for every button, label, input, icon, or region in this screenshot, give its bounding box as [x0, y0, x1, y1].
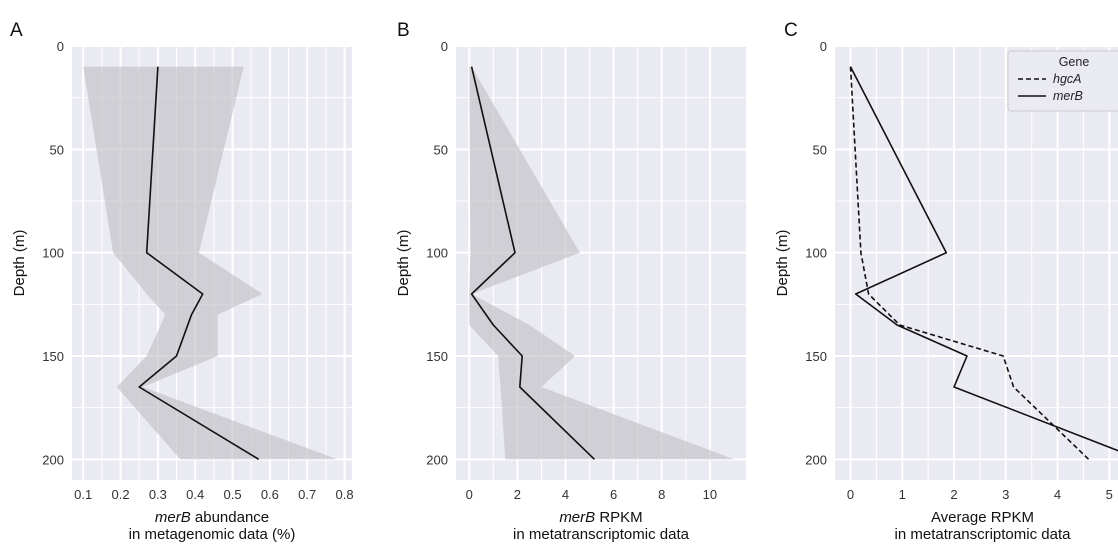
- y-tick-label: 0: [820, 39, 827, 54]
- x-tick-label: 0.8: [335, 487, 353, 502]
- y-tick-label: 150: [426, 349, 448, 364]
- gridlines: [456, 46, 746, 480]
- x-tick-label: 0.4: [186, 487, 204, 502]
- x-tick-label: 0.2: [111, 487, 129, 502]
- y-tick-label: 100: [426, 246, 448, 261]
- panel-a: 0.1 0.2 0.3 0.4 0.5 0.6 0.7 0.8 0 50 100 150 200 Dept…: [10, 20, 354, 543]
- series-line-merB: [470, 66, 595, 460]
- panel-label: B: [397, 20, 410, 41]
- x-axis-label: merB RPKM: [559, 509, 642, 526]
- y-tick-label: 200: [426, 452, 448, 467]
- legend-label-hgcA: hgcA: [1053, 72, 1082, 86]
- y-axis-label: Depth (m): [774, 230, 791, 297]
- x-tick-label: 0: [466, 487, 473, 502]
- x-tick-label: 0: [847, 487, 854, 502]
- panel-label: C: [784, 20, 798, 41]
- y-tick-label: 150: [805, 349, 827, 364]
- y-tick-label: 50: [434, 142, 448, 157]
- x-axis-label-gene: merB: [155, 509, 191, 526]
- x-tick-label: 0.3: [149, 487, 167, 502]
- x-tick-label: 6: [610, 487, 617, 502]
- ci-band-merB: [83, 66, 338, 460]
- panel-label: A: [10, 20, 23, 41]
- data-layer: [849, 66, 1118, 460]
- data-layer: [469, 66, 734, 460]
- y-tick-label: 50: [813, 142, 827, 157]
- x-axis-label-gene: merB: [559, 509, 595, 526]
- x-tick-label: 2: [950, 487, 957, 502]
- y-axis-label: Depth (m): [11, 230, 28, 297]
- series-line-hgcA: [849, 66, 1090, 460]
- legend-title: Gene: [1059, 55, 1090, 69]
- y-tick-label: 50: [50, 142, 64, 157]
- x-tick-label: 3: [1002, 487, 1009, 502]
- x-tick-label: 2: [514, 487, 521, 502]
- y-tick-label: 100: [42, 246, 64, 261]
- x-tick-label: 1: [899, 487, 906, 502]
- x-tick-label: 4: [562, 487, 569, 502]
- y-tick-label: 0: [57, 39, 64, 54]
- series-line-merB: [138, 66, 260, 460]
- x-tick-label: 4: [1054, 487, 1061, 502]
- data-layer: [83, 66, 338, 460]
- y-axis-label: Depth (m): [395, 230, 412, 297]
- x-tick-label: 0.6: [261, 487, 279, 502]
- x-axis-label-text: abundance: [191, 509, 269, 526]
- series-line-merB: [849, 66, 1118, 452]
- x-axis-label: merB abundance: [155, 509, 269, 526]
- x-axis-label-line2: in metatranscriptomic data: [513, 526, 690, 543]
- x-tick-label: 0.5: [223, 487, 241, 502]
- x-tick-label: 5: [1106, 487, 1113, 502]
- x-axis-label-text: RPKM: [595, 509, 643, 526]
- legend: Gene hgcA merB: [1007, 50, 1118, 112]
- x-axis-label-line2: in metagenomic data (%): [129, 526, 296, 543]
- legend-label-merB: merB: [1053, 89, 1083, 103]
- x-axis-label-line2: in metatranscriptomic data: [895, 526, 1072, 543]
- ci-band-merB: [469, 66, 734, 460]
- y-tick-label: 100: [805, 246, 827, 261]
- y-tick-label: 150: [42, 349, 64, 364]
- x-tick-label: 8: [658, 487, 665, 502]
- y-tick-label: 200: [805, 452, 827, 467]
- x-tick-label: 0.1: [74, 487, 92, 502]
- y-tick-label: 200: [42, 452, 64, 467]
- x-tick-label: 10: [703, 487, 717, 502]
- x-axis-label: Average RPKM: [931, 509, 1034, 526]
- y-tick-label: 0: [441, 39, 448, 54]
- x-tick-label: 0.7: [298, 487, 316, 502]
